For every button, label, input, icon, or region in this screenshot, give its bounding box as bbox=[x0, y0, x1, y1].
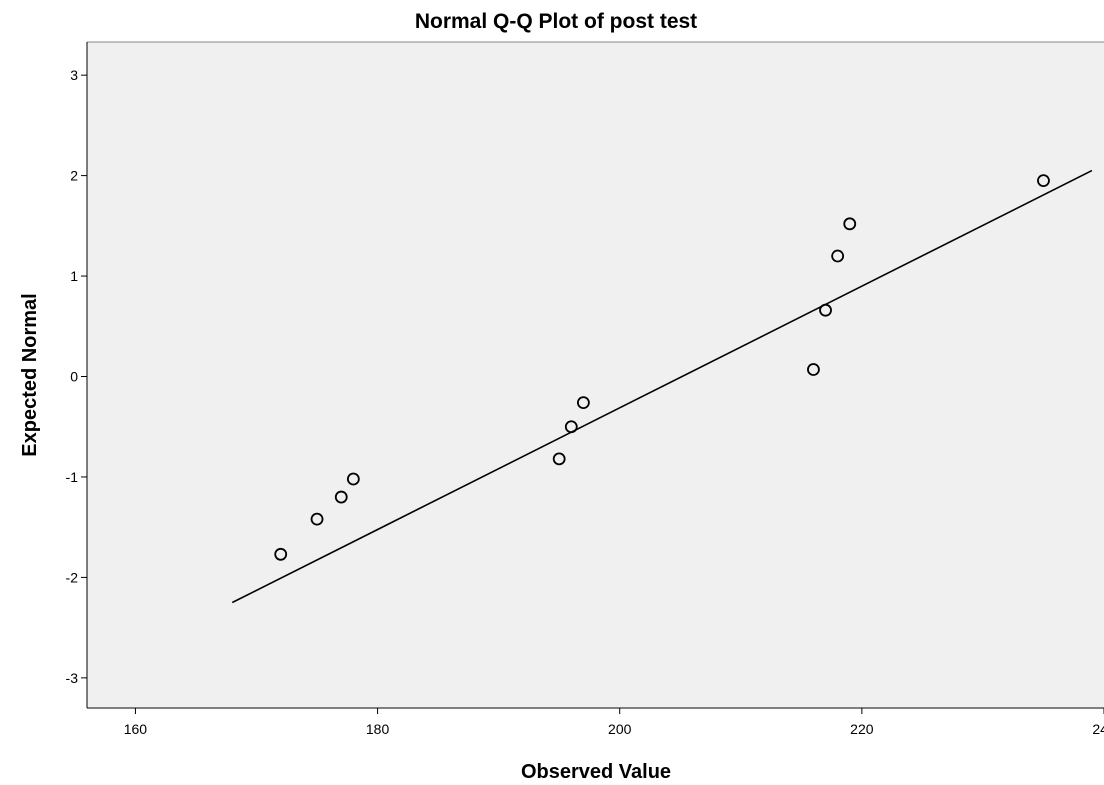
x-axis-title: Observed Value bbox=[521, 761, 671, 783]
data-point bbox=[831, 249, 845, 263]
data-point bbox=[310, 512, 324, 526]
x-tick-label: 200 bbox=[608, 721, 632, 737]
data-point bbox=[334, 490, 348, 504]
y-tick-label: -1 bbox=[66, 469, 79, 485]
plot-area bbox=[87, 42, 1104, 707]
data-point bbox=[807, 363, 820, 376]
data-point bbox=[819, 303, 832, 317]
y-tick-label: -3 bbox=[66, 670, 79, 686]
data-points bbox=[274, 174, 1050, 561]
x-tick-label: 160 bbox=[124, 721, 148, 737]
y-tick-label: -2 bbox=[66, 569, 79, 585]
x-tick-label: 240 bbox=[1092, 721, 1104, 737]
data-point bbox=[274, 547, 288, 561]
y-tick-label: 2 bbox=[70, 168, 78, 184]
y-axis-title: Expected Normal bbox=[19, 293, 41, 456]
x-tick-label: 180 bbox=[366, 721, 390, 737]
data-point bbox=[552, 452, 566, 466]
data-point bbox=[1037, 174, 1050, 188]
y-axis-ticks: -3 -2 -1 0 1 2 3 bbox=[66, 67, 87, 686]
y-tick-label: 0 bbox=[70, 369, 78, 385]
chart-title: Normal Q-Q Plot of post test bbox=[415, 10, 697, 33]
data-point bbox=[564, 420, 578, 434]
data-point bbox=[843, 217, 857, 231]
x-tick-label: 220 bbox=[850, 721, 874, 737]
data-point bbox=[346, 472, 360, 486]
y-tick-label: 3 bbox=[70, 67, 78, 83]
y-tick-label: 1 bbox=[70, 268, 78, 284]
data-point bbox=[576, 396, 590, 410]
reference-line bbox=[231, 169, 1093, 604]
x-axis-ticks: 160 180 200 220 240 bbox=[124, 708, 1104, 737]
